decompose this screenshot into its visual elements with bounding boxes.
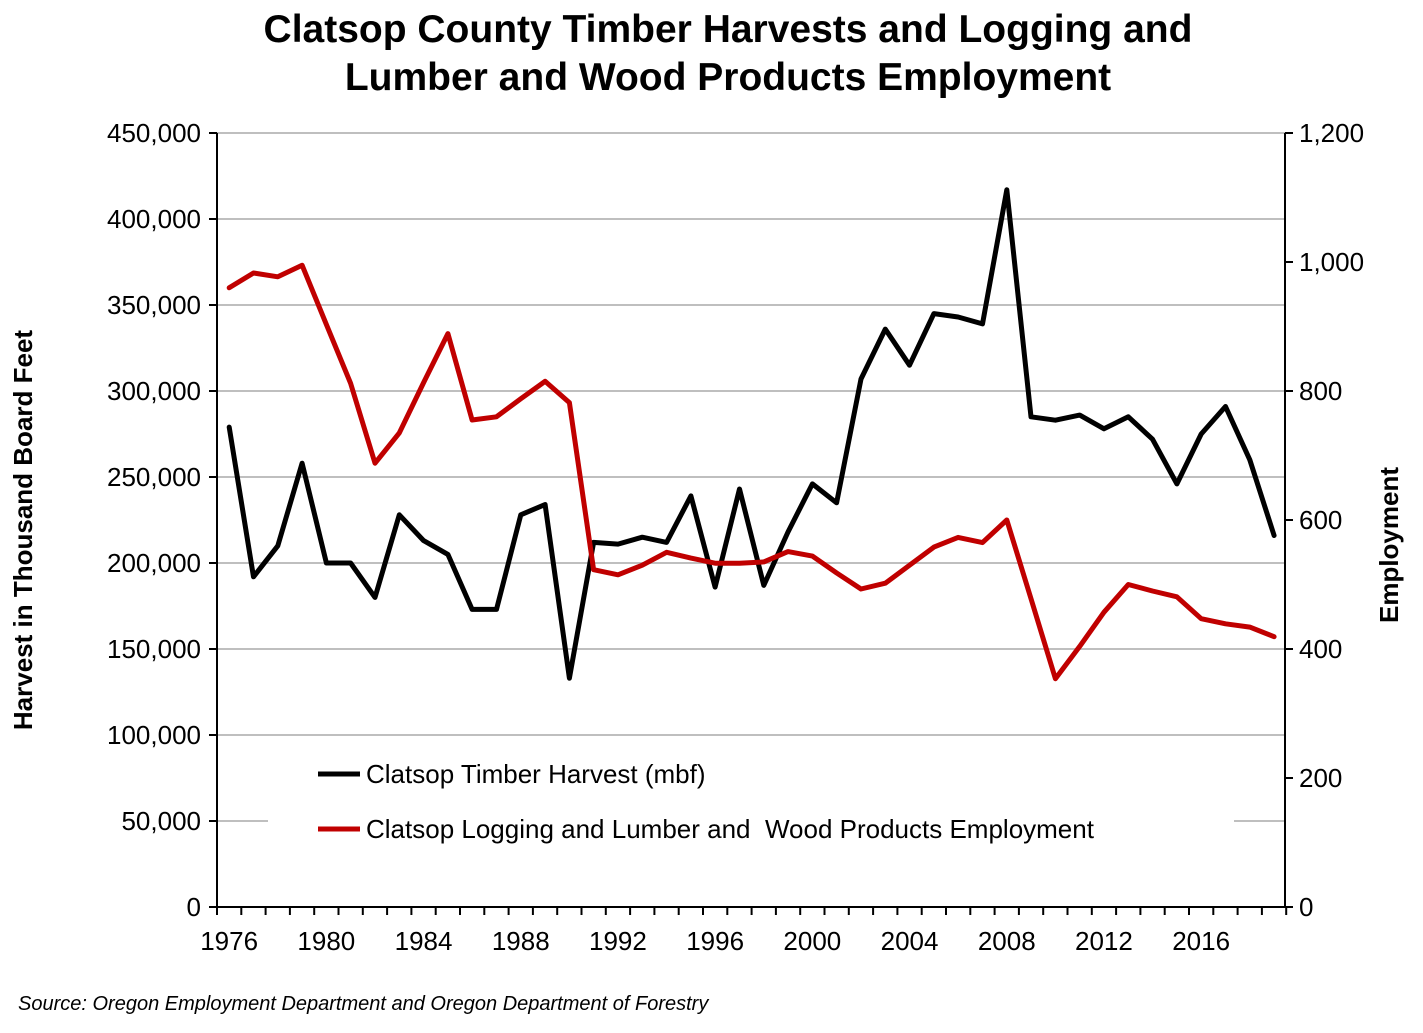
x-tick-label-2004: 2004 — [881, 926, 939, 956]
series-lines — [226, 187, 1277, 682]
left-tick-label-2: 100,000 — [107, 720, 201, 750]
left-axis-ticks: 0 50,000 100,000 150,000 200,000 250,000 300,0… — [107, 118, 217, 922]
right-tick-label-5: 1,000 — [1299, 247, 1364, 277]
right-tick-label-1: 200 — [1299, 763, 1342, 793]
x-tick-label-1992: 1992 — [589, 926, 647, 956]
x-tick-label-2008: 2008 — [978, 926, 1036, 956]
series-line-harvest — [226, 187, 1277, 681]
right-tick-label-4: 800 — [1299, 376, 1342, 406]
right-tick-label-3: 600 — [1299, 505, 1342, 535]
left-tick-label-0: 0 — [187, 892, 201, 922]
legend: Clatsop Timber Harvest (mbf) Clatsop Log… — [318, 759, 1095, 844]
legend-background — [268, 748, 1234, 852]
y-axis-left-label: Harvest in Thousand Board Feet — [8, 330, 38, 731]
x-tick-label-1996: 1996 — [686, 926, 744, 956]
left-tick-label-7: 350,000 — [107, 290, 201, 320]
legend-label-employment: Clatsop Logging and Lumber and Wood Prod… — [366, 814, 1095, 844]
left-tick-label-8: 400,000 — [107, 204, 201, 234]
gridlines — [217, 132, 1285, 822]
left-tick-label-6: 300,000 — [107, 376, 201, 406]
x-tick-label-1980: 1980 — [297, 926, 355, 956]
x-tick-label-1984: 1984 — [395, 926, 453, 956]
right-tick-label-0: 0 — [1299, 892, 1313, 922]
left-tick-label-5: 250,000 — [107, 462, 201, 492]
chart-title-line-1: Clatsop County Timber Harvests and Loggi… — [264, 8, 1193, 51]
y-axis-right-label: Employment — [1374, 467, 1404, 623]
left-tick-label-4: 200,000 — [107, 548, 201, 578]
chart-title-line-2: Lumber and Wood Products Employment — [345, 56, 1111, 99]
left-tick-label-1: 50,000 — [121, 806, 201, 836]
series-line-employment — [226, 262, 1277, 682]
right-tick-label-2: 400 — [1299, 634, 1342, 664]
x-axis-ticks: 1976 1980 1984 1988 1992 1996 2000 2004 2008 2012… — [200, 907, 1288, 956]
right-tick-label-6: 1,200 — [1299, 118, 1364, 148]
x-tick-label-2016: 2016 — [1172, 926, 1230, 956]
source-note: Source: Oregon Employment Department and… — [18, 993, 709, 1015]
left-tick-label-3: 150,000 — [107, 634, 201, 664]
x-tick-label-1976: 1976 — [200, 926, 258, 956]
x-tick-label-1988: 1988 — [492, 926, 550, 956]
right-axis-ticks: 0 200 400 600 800 1,000 1,200 — [1285, 118, 1364, 922]
left-tick-label-9: 450,000 — [107, 118, 201, 148]
x-tick-label-2000: 2000 — [783, 926, 841, 956]
x-tick-label-2012: 2012 — [1075, 926, 1133, 956]
legend-label-harvest: Clatsop Timber Harvest (mbf) — [366, 759, 706, 789]
